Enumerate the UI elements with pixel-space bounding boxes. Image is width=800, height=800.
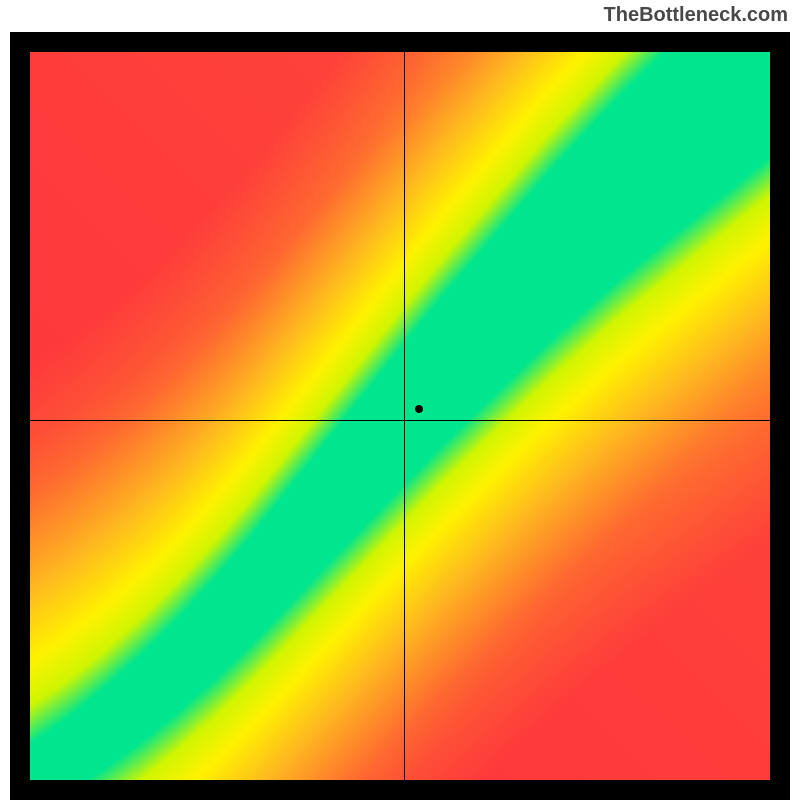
watermark-text: TheBottleneck.com: [604, 4, 788, 27]
crosshair-horizontal: [30, 420, 770, 421]
chart-container: TheBottleneck.com: [0, 0, 800, 800]
crosshair-vertical: [404, 52, 405, 780]
marker-dot: [415, 405, 423, 413]
plot-area: [30, 52, 770, 780]
chart-frame: [10, 32, 790, 800]
heatmap-canvas: [30, 52, 770, 780]
